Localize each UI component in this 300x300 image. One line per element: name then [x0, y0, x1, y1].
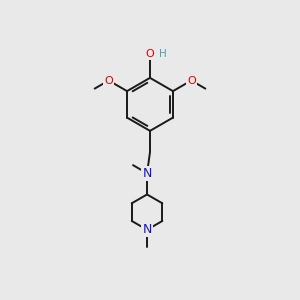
Text: O: O	[104, 76, 113, 85]
Text: O: O	[187, 76, 196, 85]
Text: N: N	[142, 167, 152, 180]
Text: H: H	[159, 49, 167, 59]
Text: O: O	[146, 49, 154, 59]
Text: N: N	[142, 223, 152, 236]
